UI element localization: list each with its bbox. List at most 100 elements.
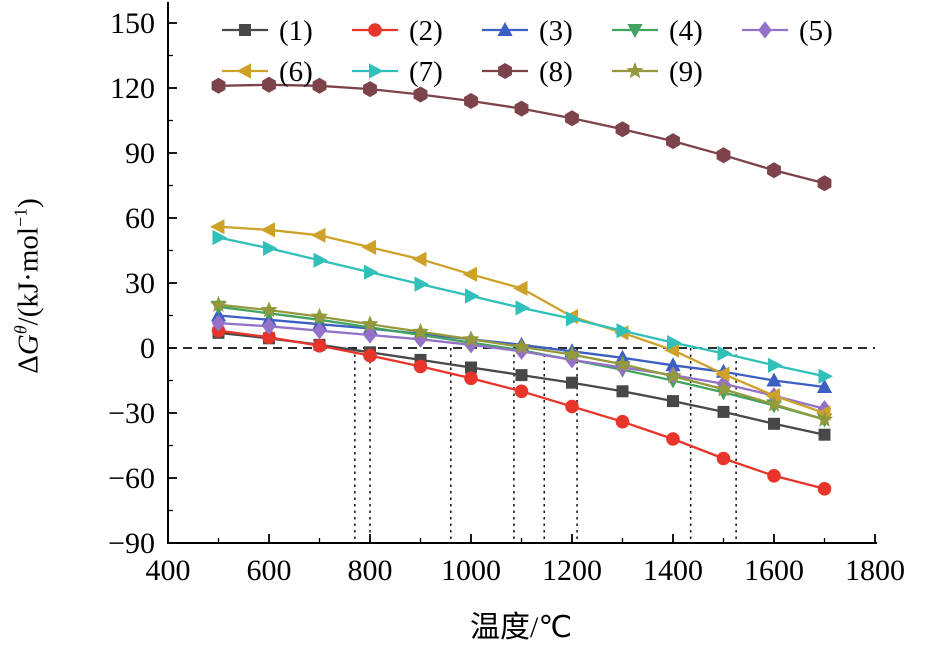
triangle-right-marker [616,323,631,339]
diamond-marker [363,326,377,344]
triangle-left-marker [311,227,326,243]
triangle-left-marker [513,280,528,296]
star-marker [563,345,581,362]
star-marker [411,322,430,340]
triangle-right-marker [465,288,480,304]
diamond-marker [211,314,226,332]
legend-label: (6) [279,56,313,88]
hexagon-marker [615,121,630,138]
star-marker [462,330,480,347]
series-(7) [212,229,833,384]
diamond-marker [312,322,327,340]
legend-label: (1) [279,15,313,47]
triangle-up-marker [497,22,513,36]
star-marker [209,295,228,312]
square-marker [818,428,831,441]
triangle-left-marker [260,222,275,238]
legend-item-(6): (6) [222,56,313,88]
star-marker [765,395,783,412]
circle-marker [565,399,579,414]
triangle-left-marker [361,239,376,255]
square-marker [515,369,528,382]
hexagon-marker [498,63,512,79]
circle-marker [817,482,832,496]
circle-marker [767,469,781,483]
star-marker [260,301,278,318]
hexagon-marker [262,76,276,93]
series-(9) [209,295,834,427]
triangle-left-marker [715,366,730,382]
star-marker [664,367,682,384]
series-line [218,83,825,185]
y-tick-label: 0 [140,332,155,365]
triangle-right-marker [566,311,581,327]
star-marker [714,380,733,397]
circle-marker [514,384,529,399]
x-tick-label: 400 [146,554,191,587]
star-marker [815,410,834,427]
x-tick-label: 1600 [744,554,804,587]
circle-marker [666,432,680,446]
triangle-right-marker [263,240,278,256]
y-axis-units-close: ) [12,198,45,208]
legend-label: (7) [409,56,443,88]
y-axis-symbol-g: G [12,334,45,356]
y-tick-label: 60 [125,202,155,235]
hexagon-marker [514,100,529,117]
star-marker [613,355,632,372]
x-axis-title: 温度/℃ [470,602,572,646]
y-tick-label: 150 [110,7,155,40]
triangle-right-marker [717,345,732,361]
legend-item-(1): (1) [222,15,313,47]
circle-marker [368,23,382,37]
hexagon-marker [464,93,478,109]
star-marker [512,337,531,355]
square-marker [616,385,629,398]
circle-marker [464,371,478,386]
triangle-left-marker [664,342,679,358]
legend-label: (8) [539,56,573,88]
hexagon-marker [716,147,731,164]
legend-item-(9): (9) [612,56,703,88]
y-axis-delta: Δ [12,355,45,374]
legend-item-(4): (4) [612,15,703,47]
hexagon-marker [211,77,226,94]
star-marker [310,307,329,324]
hexagon-marker [363,81,377,98]
y-tick-label: −60 [108,462,155,495]
star-marker [361,315,379,332]
diamond-marker [758,21,772,39]
y-axis-exponent-superscript: −1 [10,207,31,228]
hexagon-marker [817,175,832,192]
y-tick-label: 30 [125,267,155,300]
legend-item-(2): (2) [352,15,443,47]
triangle-up-marker [766,372,782,387]
triangle-left-marker [412,251,427,267]
legend-label: (9) [669,56,703,88]
legend-item-(3): (3) [482,15,573,47]
triangle-up-marker [665,357,681,372]
circle-marker [615,414,630,429]
circle-marker [413,359,428,374]
x-tick-label: 1000 [441,554,501,587]
circle-marker [716,451,731,466]
square-marker [239,24,251,36]
x-tick-label: 600 [247,554,292,587]
triangle-left-marker [462,266,477,282]
hexagon-marker [565,110,579,127]
square-marker [768,417,780,430]
legend-label: (4) [669,15,703,47]
circle-marker [312,339,327,353]
triangle-left-marker [210,219,225,235]
y-axis-theta-superscript: θ [10,325,31,335]
hexagon-marker [666,133,680,150]
legend-label: (3) [539,15,573,47]
square-marker [566,376,578,389]
series-(8) [211,76,832,192]
legend-label: (2) [409,15,443,47]
triangle-left-marker [765,388,780,404]
square-marker [465,361,477,374]
triangle-right-marker [515,300,530,316]
y-axis-title: ΔGθ/(kJ·mol−1) [11,198,46,374]
